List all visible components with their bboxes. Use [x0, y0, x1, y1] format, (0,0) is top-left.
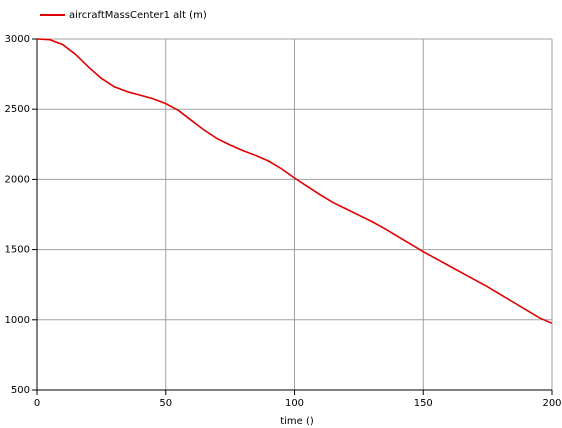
- series-line: [36, 38, 553, 325]
- y-tick-label: 1000: [5, 315, 30, 326]
- x-tick-label: 150: [414, 398, 433, 409]
- y-tick-label: 1500: [5, 245, 30, 256]
- y-tick-label: 2500: [5, 104, 30, 115]
- x-tick-label: 100: [285, 398, 304, 409]
- y-tick-label: 500: [11, 385, 30, 396]
- y-tick-label: 3000: [5, 34, 30, 45]
- x-tick-label: 50: [159, 398, 172, 409]
- x-axis-label: time (): [280, 416, 314, 427]
- x-tick-label: 200: [542, 398, 561, 409]
- y-tick-label: 2000: [5, 174, 30, 185]
- legend-label: aircraftMassCenter1 alt (m): [69, 10, 207, 21]
- x-tick-label: 0: [34, 398, 40, 409]
